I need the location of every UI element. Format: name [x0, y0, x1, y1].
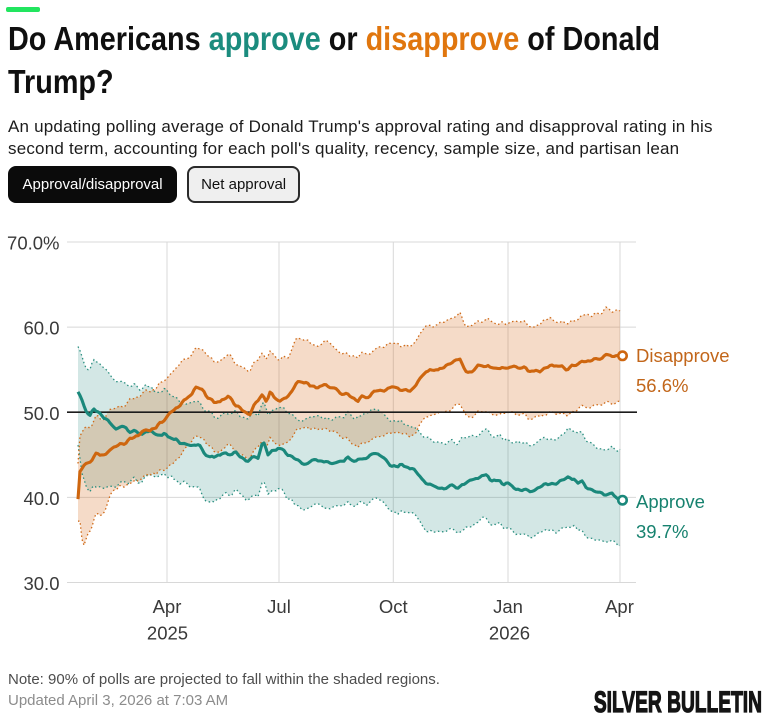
svg-text:60.0: 60.0	[23, 318, 59, 339]
svg-text:Approve: Approve	[636, 491, 705, 512]
svg-text:2025: 2025	[147, 623, 188, 644]
svg-text:Disapprove: Disapprove	[636, 345, 730, 366]
svg-text:56.6%: 56.6%	[636, 375, 688, 396]
svg-text:Jul: Jul	[267, 596, 291, 617]
svg-text:50.0: 50.0	[23, 403, 59, 424]
svg-text:40.0: 40.0	[23, 488, 59, 509]
svg-text:39.7%: 39.7%	[636, 521, 688, 542]
svg-text:30.0: 30.0	[23, 573, 59, 594]
svg-text:70.0%: 70.0%	[7, 233, 59, 254]
svg-text:Apr: Apr	[605, 596, 634, 617]
svg-text:Jan: Jan	[493, 596, 523, 617]
svg-text:2026: 2026	[489, 623, 530, 644]
svg-text:Apr: Apr	[153, 596, 182, 617]
svg-text:Oct: Oct	[379, 596, 408, 617]
